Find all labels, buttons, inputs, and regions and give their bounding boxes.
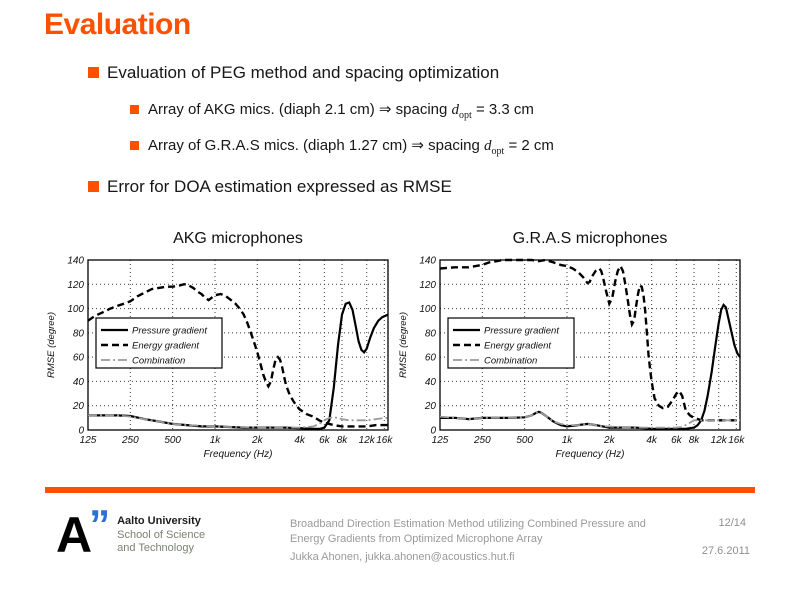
institution-text: Aalto University School of Science and T…	[117, 512, 205, 562]
y-axis-label: RMSE (degree)	[398, 312, 409, 378]
page-number: 12/14	[718, 517, 746, 529]
svg-text:500: 500	[164, 435, 181, 446]
svg-text:80: 80	[425, 328, 437, 339]
author-contact: Jukka Ahonen, jukka.ahonen@acoustics.hut…	[290, 551, 515, 563]
chart-title: G.R.A.S microphones	[513, 230, 668, 247]
svg-text:250: 250	[121, 435, 139, 446]
logo-quote-icon: ”	[89, 501, 110, 548]
presentation-title-line1: Broadband Direction Estimation Method ut…	[290, 518, 646, 530]
svg-text:2k: 2k	[603, 435, 616, 446]
series-combination	[439, 410, 740, 429]
svg-text:12k: 12k	[711, 435, 728, 446]
x-axis-label: Frequency (Hz)	[556, 449, 625, 460]
bullet-text-pre: Array of G.R.A.S mics. (diaph 1.27 cm) ⇒…	[148, 137, 485, 154]
legend-label: Pressure gradient	[132, 326, 207, 337]
svg-text:60: 60	[73, 353, 85, 364]
svg-text:8k: 8k	[689, 435, 701, 446]
presentation-title: Broadband Direction Estimation Method ut…	[290, 517, 690, 547]
svg-text:6k: 6k	[319, 435, 331, 446]
institution-school-line1: School of Science	[117, 528, 206, 541]
svg-text:0: 0	[78, 426, 84, 437]
y-axis-label: RMSE (degree)	[46, 312, 57, 378]
svg-text:40: 40	[425, 377, 437, 388]
bullet-text: Array of G.R.A.S mics. (diaph 1.27 cm) ⇒…	[148, 136, 554, 161]
svg-text:80: 80	[73, 328, 85, 339]
svg-text:125: 125	[432, 435, 449, 446]
svg-text:16k: 16k	[376, 435, 393, 446]
logo-letter: A	[56, 507, 92, 563]
institution-name: Aalto University	[117, 515, 201, 527]
divider-rule	[45, 487, 755, 493]
svg-text:100: 100	[67, 304, 84, 315]
legend-label: Energy gradient	[132, 341, 199, 352]
series-pressure-gradient	[88, 301, 389, 430]
bullet-square-icon	[130, 141, 139, 150]
svg-text:4k: 4k	[646, 435, 658, 446]
svg-text:20: 20	[424, 401, 437, 412]
svg-text:2k: 2k	[251, 435, 264, 446]
institution-school-line2: and Technology	[117, 542, 194, 554]
bullet-peg-evaluation: Evaluation of PEG method and spacing opt…	[88, 62, 499, 83]
legend	[95, 317, 223, 369]
slide-date: 27.6.2011	[701, 545, 750, 557]
svg-text:16k: 16k	[728, 435, 745, 446]
bullet-text: Error for DOA estimation expressed as RM…	[107, 177, 452, 196]
svg-text:60: 60	[425, 353, 437, 364]
bullet-akg-spacing: Array of AKG mics. (diaph 2.1 cm) ⇒ spac…	[130, 100, 534, 125]
bullet-text-pre: Array of AKG mics. (diaph 2.1 cm) ⇒ spac…	[148, 101, 452, 118]
svg-text:20: 20	[72, 401, 85, 412]
bullet-doa-error: Error for DOA estimation expressed as RM…	[88, 176, 452, 197]
math-variable: d	[484, 138, 492, 154]
akg-chart: AKG microphones RMSE (degree) 0 20 40 60 80 100…	[44, 226, 396, 469]
series-combination	[88, 414, 389, 429]
svg-text:12k: 12k	[359, 435, 376, 446]
bullet-text-post: = 2 cm	[504, 137, 554, 154]
x-axis-label: Frequency (Hz)	[204, 449, 273, 460]
bullet-square-icon	[88, 67, 99, 78]
bullet-text: Array of AKG mics. (diaph 2.1 cm) ⇒ spac…	[148, 100, 534, 125]
bullet-gras-spacing: Array of G.R.A.S mics. (diaph 1.27 cm) ⇒…	[130, 136, 554, 161]
bullet-text-post: = 3.3 cm	[471, 101, 534, 118]
svg-text:1k: 1k	[562, 435, 574, 446]
svg-text:8k: 8k	[337, 435, 349, 446]
presentation-title-line2: Energy Gradients from Optimized Micropho…	[290, 533, 543, 545]
svg-text:120: 120	[67, 280, 84, 291]
svg-text:100: 100	[419, 304, 436, 315]
svg-text:40: 40	[73, 377, 85, 388]
legend-label: Combination	[484, 356, 537, 367]
math-subscript: opt	[491, 146, 505, 157]
svg-text:140: 140	[419, 256, 436, 267]
math-subscript: opt	[459, 110, 472, 121]
legend-label: Energy gradient	[484, 341, 551, 352]
bullet-square-icon	[88, 181, 99, 192]
svg-text:6k: 6k	[671, 435, 683, 446]
chart-title: AKG microphones	[173, 230, 303, 247]
bullet-text: Evaluation of PEG method and spacing opt…	[107, 63, 500, 82]
svg-text:250: 250	[473, 435, 491, 446]
series-energy-gradient	[87, 283, 388, 428]
legend	[447, 317, 575, 369]
slide-title: Evaluation	[44, 8, 191, 41]
svg-text:0: 0	[430, 426, 436, 437]
plot-border	[439, 259, 741, 431]
svg-text:140: 140	[67, 256, 84, 267]
series-energy-gradient	[439, 258, 740, 422]
svg-text:1k: 1k	[210, 435, 222, 446]
aalto-logo-mark: A”	[56, 501, 110, 562]
svg-text:500: 500	[516, 435, 533, 446]
svg-text:120: 120	[419, 280, 436, 291]
aalto-logo: A” Aalto University School of Science an…	[56, 501, 205, 562]
gras-chart: G.R.A.S microphones RMSE (degree) 0 20 40 60 8…	[396, 226, 748, 469]
legend-label: Pressure gradient	[484, 326, 559, 337]
legend-label: Combination	[132, 356, 185, 367]
svg-text:4k: 4k	[294, 435, 306, 446]
bullet-square-icon	[130, 105, 139, 114]
math-variable: d	[451, 102, 460, 118]
plot-border	[87, 259, 389, 431]
svg-text:125: 125	[80, 435, 97, 446]
